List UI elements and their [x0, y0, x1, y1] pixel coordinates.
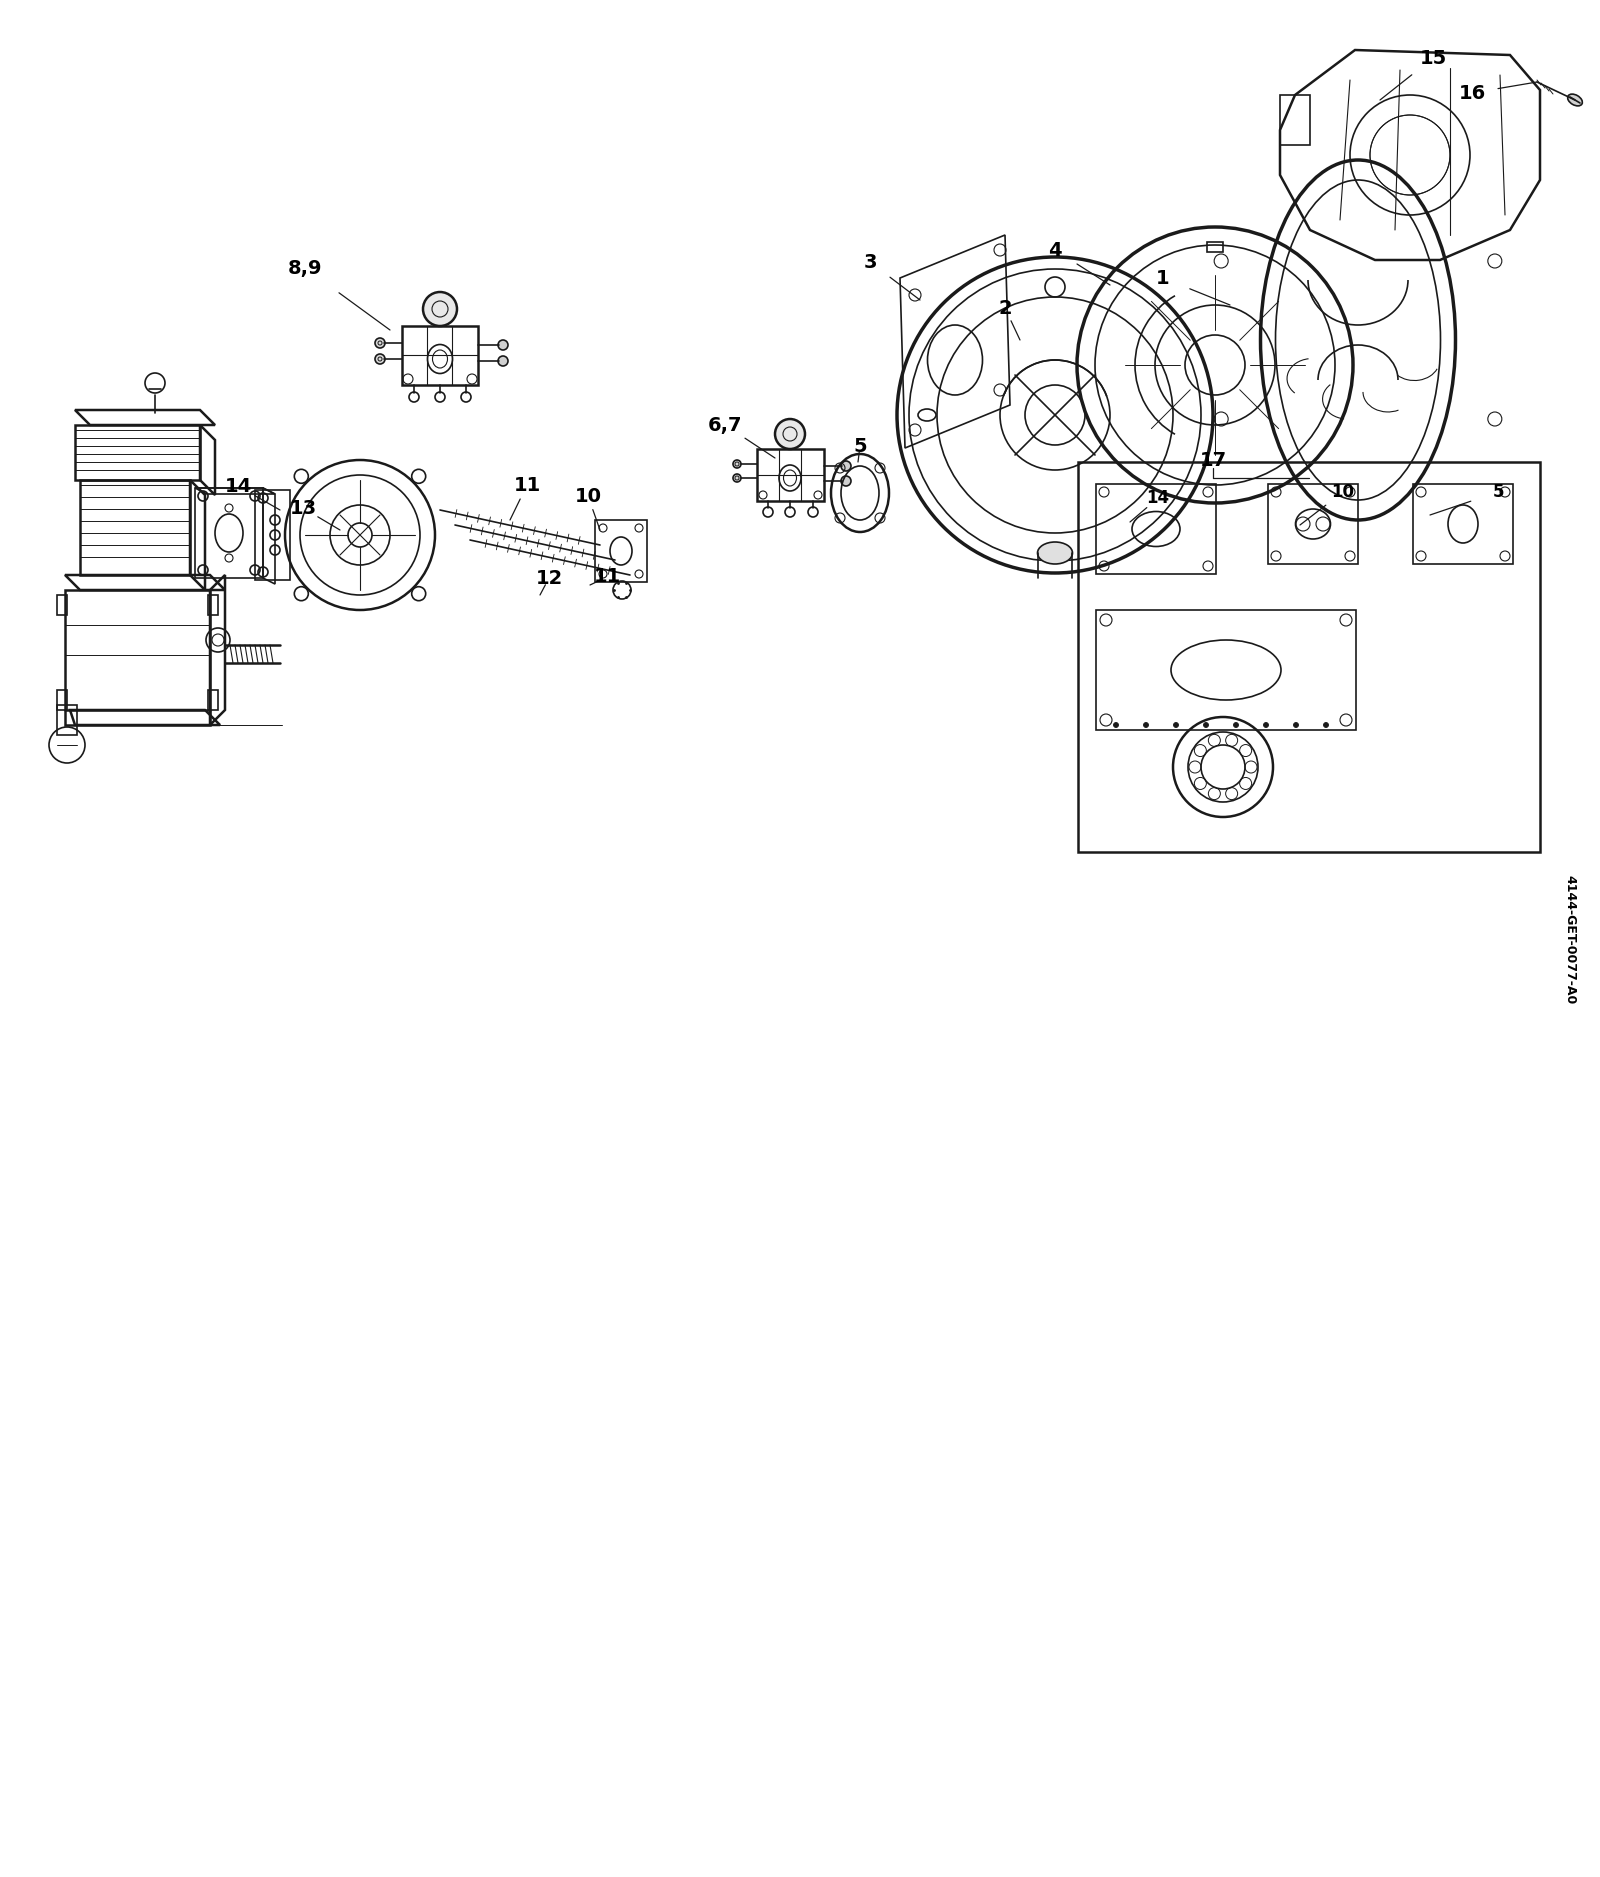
Bar — [595, 520, 646, 582]
Circle shape — [733, 460, 741, 467]
Circle shape — [422, 293, 458, 327]
Bar — [1267, 484, 1358, 563]
Bar — [66, 589, 210, 725]
Bar — [1280, 96, 1310, 145]
Circle shape — [733, 475, 741, 482]
Bar — [1206, 242, 1222, 252]
Bar — [195, 488, 262, 578]
Ellipse shape — [1037, 542, 1072, 563]
Circle shape — [774, 419, 805, 449]
Text: 4144-GET-0077-A0: 4144-GET-0077-A0 — [1563, 875, 1576, 1004]
Text: 6,7: 6,7 — [707, 415, 742, 434]
Circle shape — [498, 340, 509, 349]
Circle shape — [374, 338, 386, 347]
Text: 8,9: 8,9 — [288, 259, 322, 278]
Bar — [58, 706, 77, 736]
Text: 1: 1 — [1157, 268, 1170, 287]
Text: 2: 2 — [998, 298, 1011, 317]
Bar — [1078, 462, 1539, 852]
Bar — [208, 595, 218, 616]
Bar — [58, 691, 67, 710]
Bar — [402, 327, 478, 385]
Text: 5: 5 — [1493, 482, 1504, 501]
Circle shape — [1323, 723, 1328, 728]
Text: 16: 16 — [1458, 83, 1486, 103]
Circle shape — [1203, 723, 1208, 728]
Text: 12: 12 — [536, 569, 563, 588]
Circle shape — [1234, 723, 1238, 728]
Text: 11: 11 — [514, 475, 541, 494]
Bar — [254, 490, 290, 580]
Bar — [80, 481, 190, 574]
Bar — [757, 449, 824, 501]
Text: 14: 14 — [224, 477, 251, 496]
Bar — [1413, 484, 1514, 563]
Bar — [1096, 484, 1216, 574]
Text: 4: 4 — [1048, 240, 1062, 259]
Circle shape — [1293, 723, 1299, 728]
Bar — [1096, 610, 1357, 730]
Bar — [208, 691, 218, 710]
Circle shape — [1264, 723, 1269, 728]
Circle shape — [842, 462, 851, 471]
Text: 11: 11 — [594, 567, 621, 586]
Text: 5: 5 — [853, 437, 867, 456]
Circle shape — [842, 477, 851, 486]
Circle shape — [1173, 723, 1179, 728]
Circle shape — [374, 355, 386, 364]
Circle shape — [1114, 723, 1118, 728]
Ellipse shape — [1568, 94, 1582, 105]
Text: 17: 17 — [1200, 450, 1227, 469]
Text: 10: 10 — [1331, 482, 1355, 501]
Text: 10: 10 — [574, 486, 602, 505]
Text: 14: 14 — [1147, 490, 1170, 507]
Bar — [58, 595, 67, 616]
Text: 15: 15 — [1419, 49, 1446, 68]
Text: 13: 13 — [290, 499, 317, 518]
Circle shape — [1144, 723, 1149, 728]
Text: 3: 3 — [864, 253, 877, 272]
Bar — [75, 424, 200, 481]
Circle shape — [498, 357, 509, 366]
